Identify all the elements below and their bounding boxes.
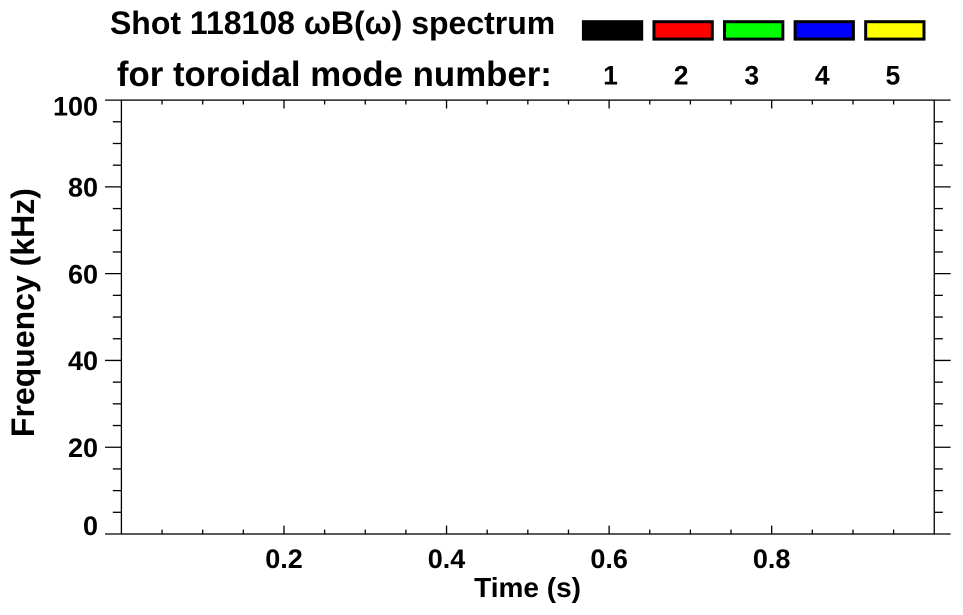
svg-text:Shot 118108 ωB(ω) spectrum: Shot 118108 ωB(ω) spectrum xyxy=(110,5,555,41)
svg-text:5: 5 xyxy=(885,61,900,91)
svg-text:0.4: 0.4 xyxy=(428,544,466,574)
svg-text:40: 40 xyxy=(68,346,98,376)
svg-text:0.8: 0.8 xyxy=(753,544,791,574)
svg-text:0.6: 0.6 xyxy=(590,544,628,574)
svg-text:1: 1 xyxy=(603,61,618,91)
svg-text:2: 2 xyxy=(674,61,689,91)
svg-text:0.2: 0.2 xyxy=(265,544,303,574)
svg-text:0: 0 xyxy=(83,511,98,541)
svg-text:20: 20 xyxy=(68,433,98,463)
svg-text:80: 80 xyxy=(68,172,98,202)
svg-text:for toroidal mode number:: for toroidal mode number: xyxy=(117,55,552,94)
svg-text:100: 100 xyxy=(53,92,98,122)
svg-text:4: 4 xyxy=(815,61,830,91)
svg-text:Time (s): Time (s) xyxy=(474,572,581,603)
svg-text:Frequency (kHz): Frequency (kHz) xyxy=(5,188,41,437)
svg-text:3: 3 xyxy=(744,61,759,91)
svg-text:60: 60 xyxy=(68,259,98,289)
